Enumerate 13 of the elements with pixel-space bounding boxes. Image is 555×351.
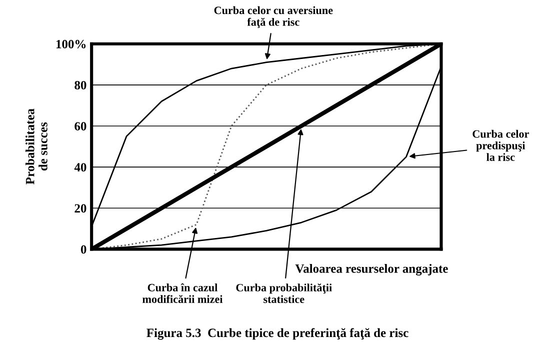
text: Curba celor cu aversiune faţă de risc — [214, 6, 333, 28]
y-tick-label: 60 — [74, 122, 86, 130]
y-tick-label: 80 — [74, 80, 86, 90]
y-tick-label: 40 — [74, 163, 86, 172]
text: Curba probabilităţii statistice — [236, 283, 332, 304]
y-tick-label: 0 — [80, 245, 86, 254]
x-axis-title: Valoarea resurselor angajate — [295, 264, 448, 276]
y-tick-label: 20 — [74, 204, 86, 213]
y-tick-label: 100% — [56, 40, 86, 48]
y-axis-title: Probabilitatea de succes — [26, 108, 48, 184]
text: Figura 5.3 Curbe tipice de preferinţă faţă de risc — [146, 328, 408, 340]
text: Curba celor predispuşi la risc — [472, 130, 529, 161]
text: Curba în cazul modificării mizei — [142, 283, 223, 303]
